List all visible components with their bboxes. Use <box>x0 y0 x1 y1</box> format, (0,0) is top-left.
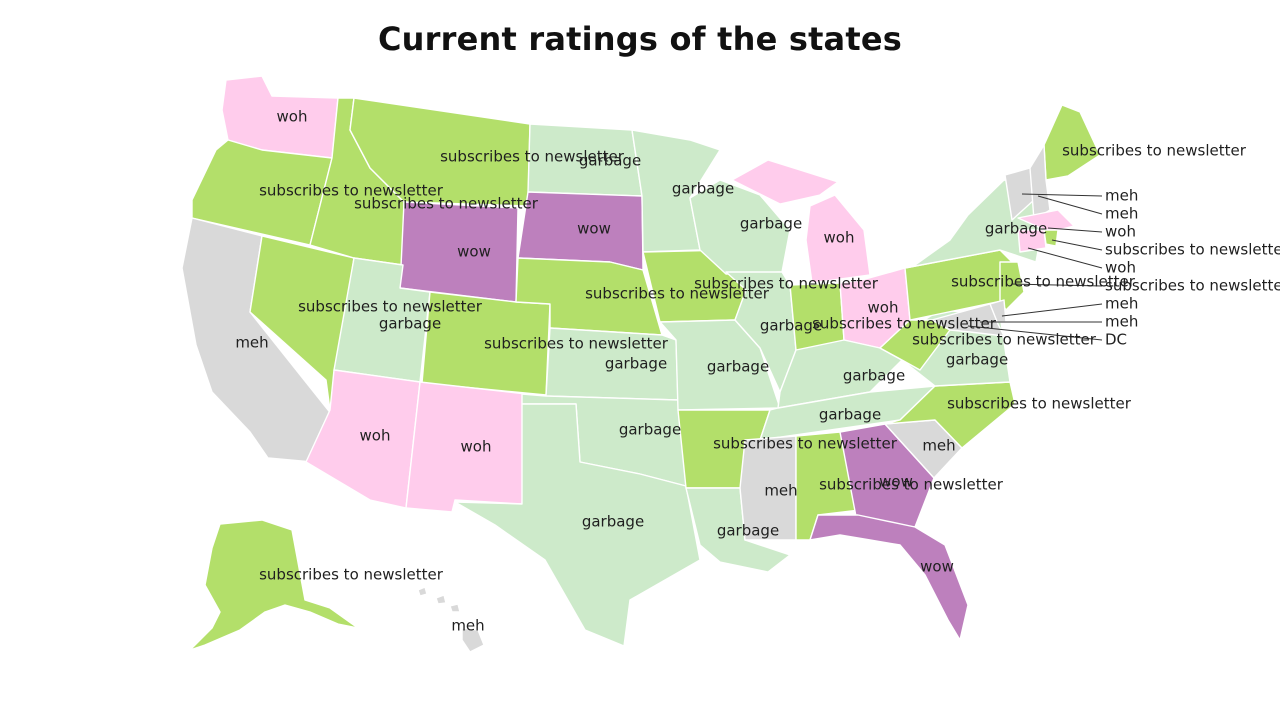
state-label-tn: garbage <box>819 406 881 424</box>
state-label-ar: subscribes to newsletter <box>713 435 898 453</box>
state-label-wv: subscribes to newsletter <box>912 331 1097 349</box>
map-title: Current ratings of the states <box>377 20 903 58</box>
state-label-mt: subscribes to newsletter <box>440 148 625 166</box>
state-label-ky: garbage <box>843 367 905 385</box>
state-label-tx: garbage <box>582 513 644 531</box>
state-hi <box>417 586 485 653</box>
state-label-wy: wow <box>457 243 491 261</box>
state-label-ne: subscribes to newsletter <box>585 285 770 303</box>
state-label-vt: meh <box>1105 187 1138 205</box>
state-nj <box>999 261 1025 311</box>
state-nv <box>249 235 355 411</box>
state-label-ca: meh <box>235 334 268 352</box>
state-label-de: meh <box>1105 295 1138 313</box>
state-label-ga: wow <box>879 473 913 491</box>
leader-line-ri <box>1051 239 1103 251</box>
state-ms <box>739 435 797 541</box>
state-label-me: subscribes to newsletter <box>1062 142 1247 160</box>
leader-line-ma <box>1047 227 1103 233</box>
states-layer <box>181 75 1101 653</box>
state-fl <box>809 514 969 641</box>
state-label-co: subscribes to newsletter <box>484 335 669 353</box>
state-label-ks: garbage <box>605 355 667 373</box>
state-tx <box>454 403 701 647</box>
state-label-oh: woh <box>868 299 899 317</box>
state-label-dc: DC <box>1105 331 1127 349</box>
leader-line-dc <box>967 325 1103 341</box>
state-label-ak: subscribes to newsletter <box>259 566 444 584</box>
state-label-nv: subscribes to newsletter <box>298 298 483 316</box>
state-ma <box>1017 209 1075 233</box>
state-label-mo: garbage <box>707 358 769 376</box>
leader-line-ct <box>1027 247 1103 269</box>
state-label-ny: garbage <box>985 220 1047 238</box>
state-label-il: garbage <box>760 317 822 335</box>
state-ct <box>1017 229 1047 253</box>
state-label-mn: garbage <box>672 180 734 198</box>
state-label-al: subscribes to newsletter <box>819 476 1004 494</box>
state-label-la: garbage <box>717 522 779 540</box>
state-label-nm: woh <box>461 438 492 456</box>
state-label-md: meh <box>1105 313 1138 331</box>
state-label-ms: meh <box>764 482 797 500</box>
state-label-az: woh <box>360 427 391 445</box>
state-label-ma: woh <box>1105 223 1136 241</box>
leader-line-vt <box>1021 193 1103 197</box>
leader-line-nj <box>1011 283 1103 287</box>
state-label-sd: wow <box>577 220 611 238</box>
state-label-or: subscribes to newsletter <box>259 182 444 200</box>
state-label-ok: garbage <box>619 421 681 439</box>
state-label-id: subscribes to newsletter <box>354 195 539 213</box>
state-label-nj: subscribes to newsletter <box>1105 277 1280 295</box>
state-label-pa: subscribes to newsletter <box>951 273 1136 291</box>
leader-line-nh <box>1037 195 1103 215</box>
state-co <box>421 291 551 396</box>
state-label-hi: meh <box>451 617 484 635</box>
state-label-mi: woh <box>824 229 855 247</box>
state-label-ut: garbage <box>379 315 441 333</box>
state-label-fl: wow <box>920 558 954 576</box>
state-label-nh: meh <box>1105 205 1138 223</box>
leader-lines-layer <box>967 193 1103 341</box>
state-label-nd: garbage <box>579 152 641 170</box>
state-label-wa: woh <box>277 108 308 126</box>
state-label-va: garbage <box>946 351 1008 369</box>
state-label-wi: garbage <box>740 215 802 233</box>
state-mi <box>731 159 871 284</box>
state-label-ri: subscribes to newsletter <box>1105 241 1280 259</box>
state-label-ia: subscribes to newsletter <box>694 275 879 293</box>
state-ak <box>189 519 359 651</box>
state-label-sc: meh <box>922 437 955 455</box>
leader-line-de <box>1001 303 1103 317</box>
state-label-in: subscribes to newsletter <box>812 315 997 333</box>
state-label-nc: subscribes to newsletter <box>947 395 1132 413</box>
state-ky <box>777 339 903 409</box>
state-label-ct: woh <box>1105 259 1136 277</box>
state-wi <box>689 179 791 275</box>
state-ga <box>839 423 935 528</box>
state-or <box>191 139 333 246</box>
